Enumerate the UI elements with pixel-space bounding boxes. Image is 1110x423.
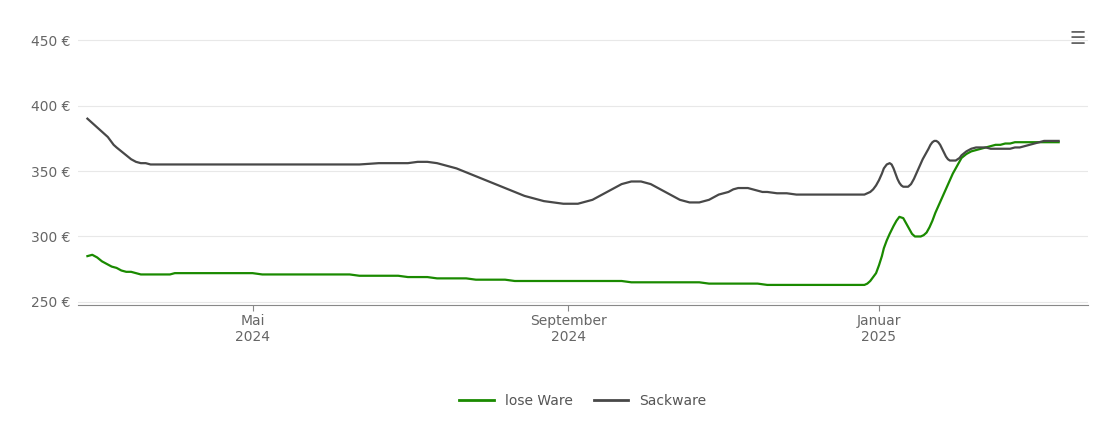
Text: ☰: ☰	[1069, 30, 1086, 48]
Legend: lose Ware, Sackware: lose Ware, Sackware	[454, 388, 712, 413]
